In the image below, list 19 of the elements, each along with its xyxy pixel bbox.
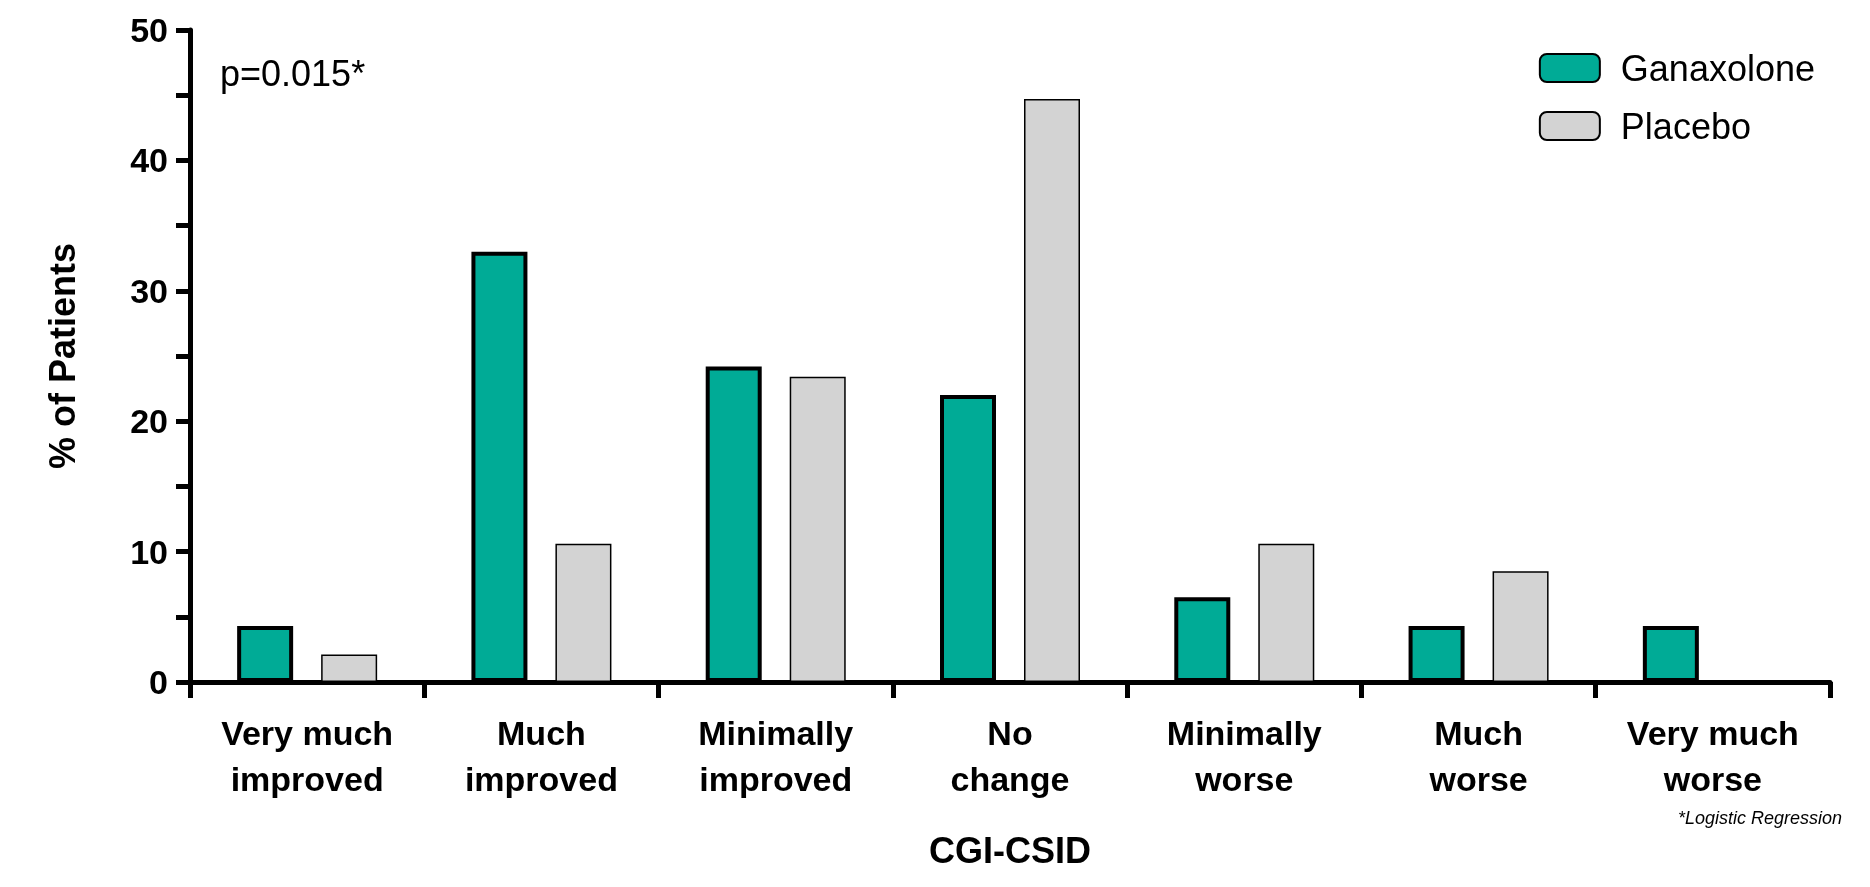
x-tick-label: Minimally improved (698, 714, 854, 798)
x-axis-title: CGI-CSID (929, 829, 1091, 871)
y-axis-title: % of Patients (41, 242, 83, 470)
y-tick-label: 10 (130, 532, 168, 571)
legend-label: Placebo (1620, 105, 1751, 147)
x-tick-label: Minimally worse (1166, 714, 1322, 798)
x-tick-label: Much improved (464, 714, 618, 798)
x-tick-label: Very much worse (1626, 714, 1799, 798)
y-tick-label: 20 (130, 402, 168, 441)
legend-label: Ganaxolone (1620, 47, 1816, 89)
y-tick-label: 40 (130, 141, 168, 180)
annotation: p=0.015* (220, 52, 366, 94)
x-tick-label: Much worse (1428, 714, 1528, 798)
x-tick-label: No change (950, 714, 1070, 798)
y-tick-label: 0 (149, 663, 168, 701)
y-tick-label: 30 (130, 271, 168, 310)
y-tick-label: 50 (130, 11, 168, 49)
text: *Logistic Regression (1677, 808, 1843, 828)
x-tick-label: Very much improved (221, 714, 394, 798)
